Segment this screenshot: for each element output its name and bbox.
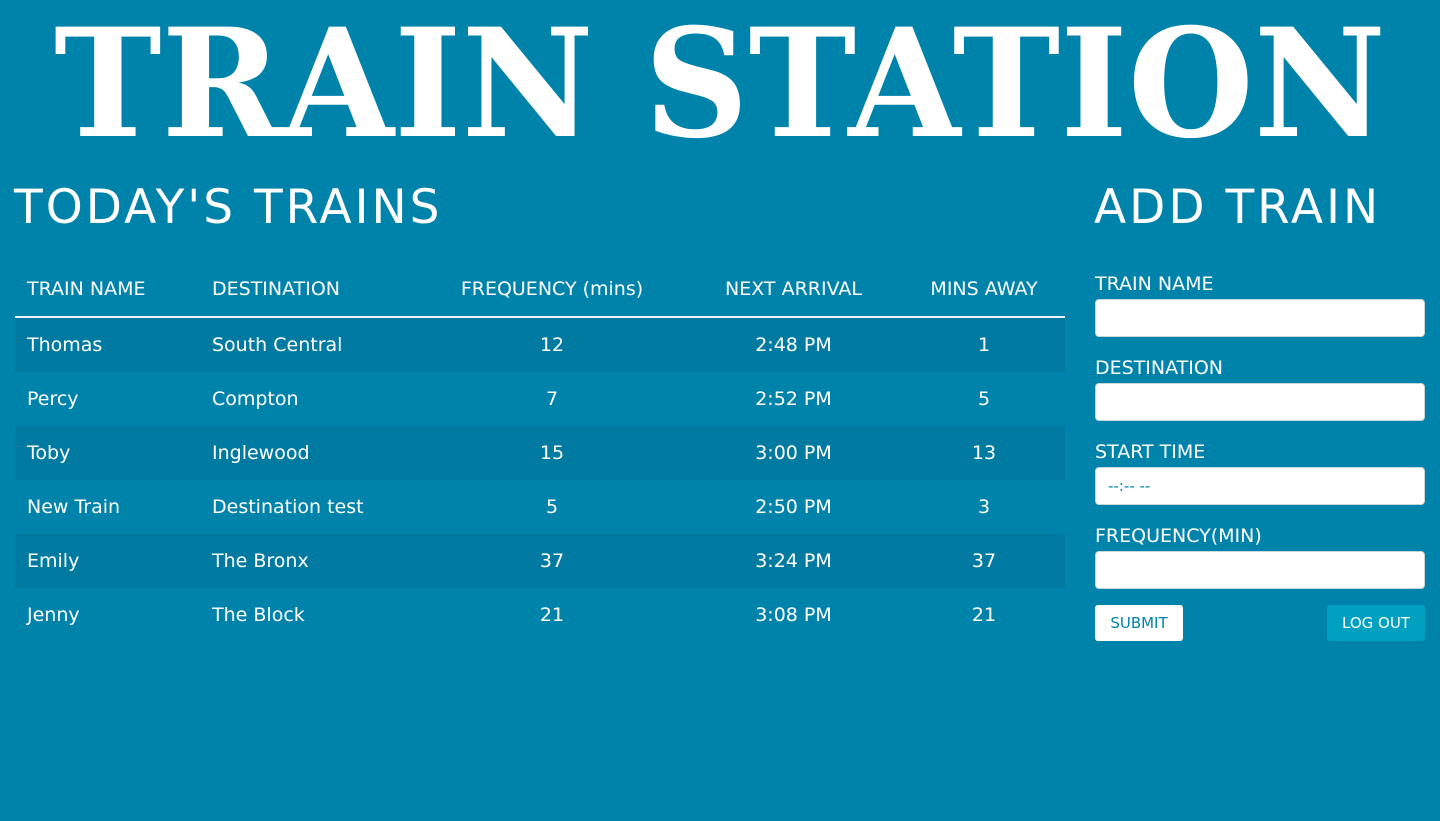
site-title: TRAIN STATION: [54, 0, 1386, 150]
schedule-title: TODAY'S TRAINS: [14, 180, 443, 235]
frequency-input[interactable]: [1095, 551, 1425, 589]
column-header-next-arrival: NEXT ARRIVAL: [684, 262, 903, 318]
cell-destination: Destination test: [212, 496, 364, 518]
cell-train-name: Toby: [27, 442, 71, 464]
cell-destination: Compton: [212, 388, 299, 410]
cell-next-arrival: 3:00 PM: [755, 442, 832, 464]
cell-destination: Inglewood: [212, 442, 310, 464]
column-header-destination: DESTINATION: [200, 262, 420, 318]
table-row: New Train Destination test 5 2:50 PM 3: [15, 480, 1065, 534]
destination-input[interactable]: [1095, 383, 1425, 421]
column-header-train-name: TRAIN NAME: [15, 262, 200, 318]
cell-mins-away: 3: [977, 496, 991, 518]
cell-frequency: 37: [539, 550, 565, 572]
cell-train-name: New Train: [27, 496, 121, 518]
cell-mins-away: 21: [971, 604, 997, 626]
table-row: Jenny The Block 21 3:08 PM 21: [15, 588, 1065, 642]
table-row: Thomas South Central 12 2:48 PM 1: [15, 317, 1065, 372]
cell-frequency: 21: [539, 604, 565, 626]
table-header-row: TRAIN NAME DESTINATION FREQUENCY (mins) …: [15, 262, 1065, 318]
train-name-label: TRAIN NAME: [1095, 273, 1214, 295]
cell-mins-away: 5: [977, 388, 991, 410]
cell-next-arrival: 2:52 PM: [755, 388, 832, 410]
cell-destination: The Block: [212, 604, 305, 626]
logout-button[interactable]: LOG OUT: [1327, 605, 1425, 641]
cell-train-name: Thomas: [27, 334, 103, 356]
destination-label: DESTINATION: [1095, 357, 1224, 379]
start-time-input[interactable]: [1095, 467, 1425, 505]
cell-next-arrival: 2:50 PM: [755, 496, 832, 518]
table-row: Percy Compton 7 2:52 PM 5: [15, 372, 1065, 426]
cell-train-name: Emily: [27, 550, 80, 572]
cell-next-arrival: 3:08 PM: [755, 604, 832, 626]
page-banner: TRAIN STATION: [0, 0, 1440, 150]
cell-next-arrival: 2:48 PM: [755, 334, 832, 356]
cell-mins-away: 1: [977, 334, 991, 356]
cell-next-arrival: 3:24 PM: [755, 550, 832, 572]
cell-train-name: Percy: [27, 388, 79, 410]
cell-destination: South Central: [212, 334, 343, 356]
start-time-label: START TIME: [1095, 441, 1206, 463]
frequency-label: FREQUENCY(MIN): [1095, 525, 1262, 547]
cell-frequency: 7: [545, 388, 559, 410]
table-row: Toby Inglewood 15 3:00 PM 13: [15, 426, 1065, 480]
cell-train-name: Jenny: [27, 604, 80, 626]
train-schedule-table: TRAIN NAME DESTINATION FREQUENCY (mins) …: [15, 262, 1065, 642]
cell-destination: The Bronx: [212, 550, 309, 572]
cell-mins-away: 37: [971, 550, 997, 572]
cell-frequency: 12: [539, 334, 565, 356]
cell-frequency: 15: [539, 442, 565, 464]
cell-frequency: 5: [545, 496, 559, 518]
cell-mins-away: 13: [971, 442, 997, 464]
column-header-frequency: FREQUENCY (mins): [420, 262, 684, 318]
table-row: Emily The Bronx 37 3:24 PM 37: [15, 534, 1065, 588]
submit-button[interactable]: SUBMIT: [1095, 605, 1183, 641]
add-train-title: ADD TRAIN: [1094, 180, 1382, 235]
column-header-mins-away: MINS AWAY: [903, 262, 1065, 318]
train-name-input[interactable]: [1095, 299, 1425, 337]
